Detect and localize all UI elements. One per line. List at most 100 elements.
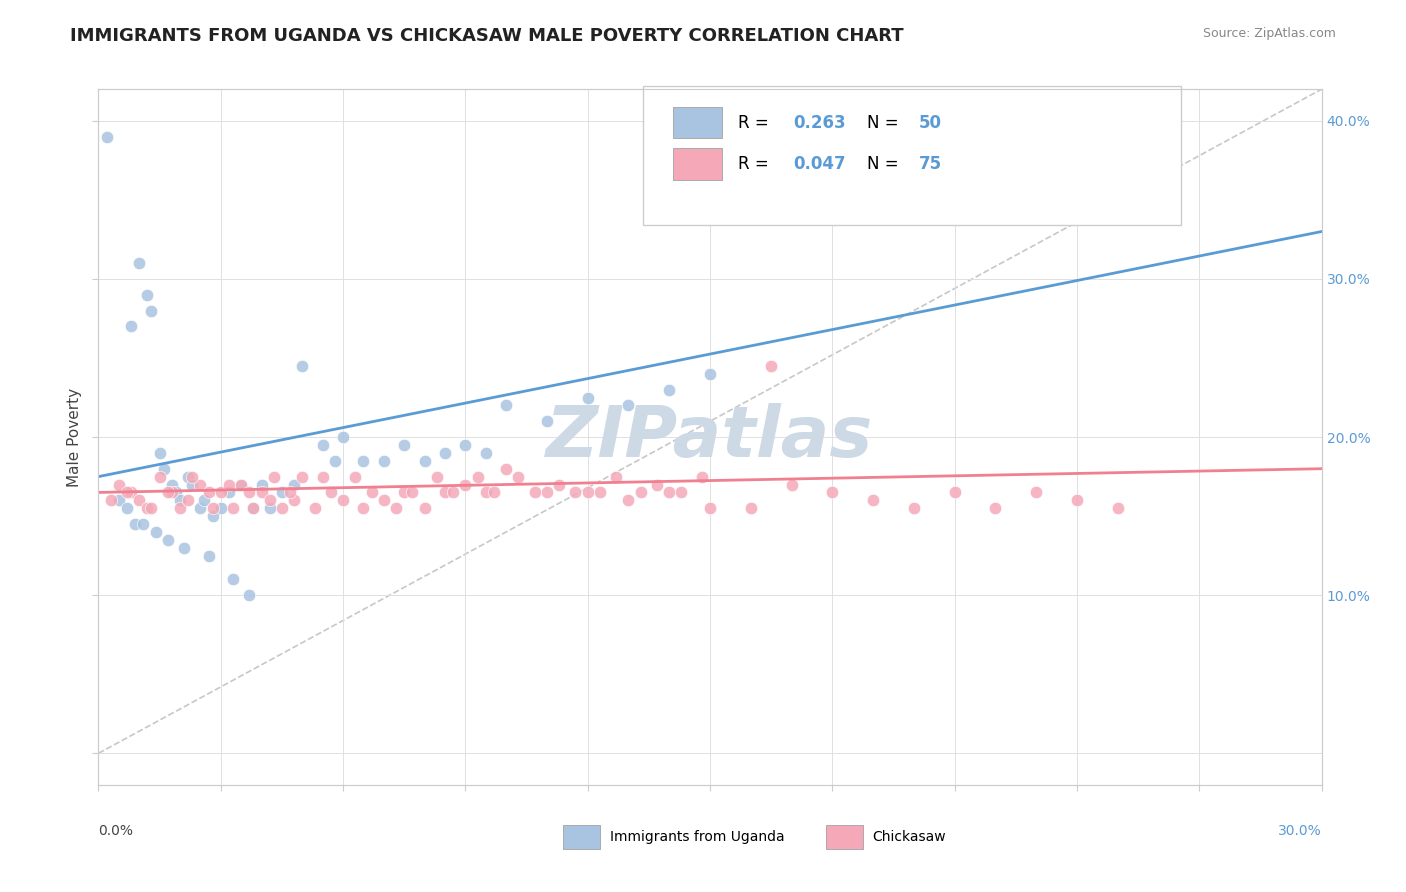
Point	[242, 501, 264, 516]
Point	[903, 501, 925, 516]
Text: N =: N =	[866, 113, 904, 132]
Point	[278, 485, 301, 500]
Point	[270, 485, 294, 500]
Point	[141, 501, 163, 516]
Point	[291, 359, 314, 373]
Point	[222, 573, 245, 587]
Point	[108, 477, 131, 491]
FancyBboxPatch shape	[643, 86, 1181, 225]
Text: R =: R =	[738, 155, 775, 173]
Point	[231, 477, 253, 491]
Point	[536, 485, 558, 500]
Point	[690, 469, 713, 483]
Point	[699, 367, 721, 381]
Point	[218, 477, 240, 491]
Point	[401, 485, 423, 500]
Point	[617, 493, 640, 508]
Point	[474, 446, 498, 460]
Text: 0.047: 0.047	[793, 155, 846, 173]
Point	[169, 493, 191, 508]
Point	[250, 485, 273, 500]
Point	[165, 485, 187, 500]
Point	[454, 477, 477, 491]
Point	[323, 454, 346, 468]
Point	[385, 501, 408, 516]
Point	[943, 485, 966, 500]
Point	[132, 516, 155, 531]
Text: 30.0%: 30.0%	[1278, 824, 1322, 838]
Point	[149, 446, 172, 460]
Point	[283, 477, 305, 491]
Point	[392, 485, 416, 500]
Point	[120, 319, 142, 334]
Point	[434, 485, 457, 500]
Text: IMMIGRANTS FROM UGANDA VS CHICKASAW MALE POVERTY CORRELATION CHART: IMMIGRANTS FROM UGANDA VS CHICKASAW MALE…	[70, 27, 904, 45]
Point	[177, 469, 200, 483]
Point	[392, 438, 416, 452]
Point	[312, 438, 335, 452]
Point	[270, 501, 294, 516]
Point	[467, 469, 489, 483]
Point	[761, 359, 783, 373]
Point	[242, 501, 264, 516]
Point	[160, 485, 183, 500]
Point	[160, 477, 183, 491]
Point	[238, 485, 260, 500]
Text: 50: 50	[920, 113, 942, 132]
Point	[617, 399, 640, 413]
FancyBboxPatch shape	[673, 148, 723, 179]
Point	[344, 469, 367, 483]
Point	[120, 485, 142, 500]
Point	[304, 501, 326, 516]
Point	[188, 501, 212, 516]
Point	[115, 485, 138, 500]
Point	[128, 256, 150, 270]
Point	[156, 485, 179, 500]
Point	[149, 469, 172, 483]
Point	[821, 485, 844, 500]
Point	[209, 485, 232, 500]
Point	[177, 493, 200, 508]
Point	[152, 461, 174, 475]
Point	[100, 493, 122, 508]
Text: R =: R =	[738, 113, 775, 132]
Point	[576, 485, 599, 500]
Point	[222, 501, 245, 516]
Point	[576, 391, 599, 405]
Point	[508, 469, 530, 483]
Point	[188, 477, 212, 491]
Point	[108, 493, 131, 508]
Point	[352, 454, 374, 468]
FancyBboxPatch shape	[827, 824, 863, 849]
Point	[645, 477, 668, 491]
Point	[413, 501, 436, 516]
FancyBboxPatch shape	[673, 106, 723, 138]
Point	[181, 469, 204, 483]
Point	[352, 501, 374, 516]
Point	[548, 477, 571, 491]
Text: Chickasaw: Chickasaw	[873, 830, 946, 844]
Point	[523, 485, 546, 500]
Point	[259, 501, 281, 516]
Point	[1066, 493, 1088, 508]
Point	[740, 501, 762, 516]
Point	[780, 477, 803, 491]
Point	[1025, 485, 1047, 500]
Point	[291, 469, 314, 483]
Point	[259, 493, 281, 508]
Point	[201, 501, 224, 516]
Point	[1107, 501, 1129, 516]
Text: 0.263: 0.263	[793, 113, 846, 132]
Point	[115, 501, 138, 516]
Point	[145, 524, 167, 539]
Point	[218, 485, 240, 500]
Point	[564, 485, 586, 500]
Point	[263, 469, 285, 483]
Point	[193, 493, 215, 508]
Point	[434, 446, 457, 460]
Point	[312, 469, 335, 483]
Point	[96, 129, 118, 144]
Point	[373, 493, 395, 508]
Point	[209, 501, 232, 516]
Point	[482, 485, 505, 500]
